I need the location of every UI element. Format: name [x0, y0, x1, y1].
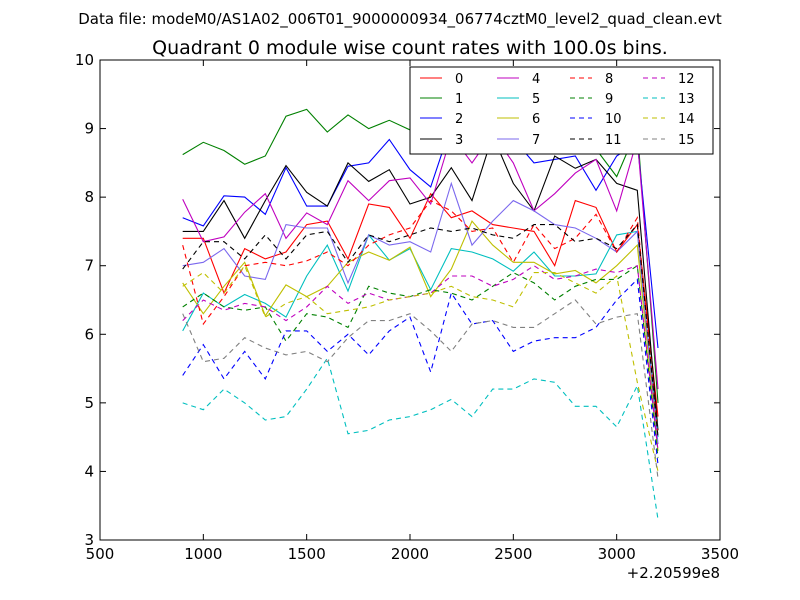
x-tick-label: 1000: [184, 545, 222, 563]
series-line-12: [182, 264, 659, 451]
x-tick-label: 3500: [701, 545, 739, 563]
y-tick-label: 4: [84, 462, 94, 480]
legend-label-9: 9: [605, 92, 613, 107]
series-line-9: [182, 264, 659, 458]
x-tick-label: 500: [86, 545, 115, 563]
series-line-7: [182, 181, 659, 445]
x-tick-label: 1500: [288, 545, 326, 563]
legend-label-14: 14: [678, 112, 695, 127]
series-line-0: [182, 192, 659, 417]
series-line-14: [182, 264, 659, 472]
chart-suptitle: Data file: modeM0/AS1A02_006T01_90000009…: [78, 10, 722, 29]
x-tick-label: 2500: [494, 545, 532, 563]
series-line-4: [182, 132, 659, 390]
series-line-3: [182, 133, 659, 431]
y-tick-label: 7: [84, 257, 94, 275]
series-line-2: [182, 124, 659, 349]
legend-label-13: 13: [678, 92, 695, 107]
y-tick-label: 9: [84, 120, 94, 138]
legend-label-15: 15: [678, 133, 695, 148]
y-tick-label: 10: [75, 51, 94, 69]
series-line-8: [182, 199, 659, 438]
series-line-6: [182, 220, 659, 451]
series-line-5: [182, 230, 659, 438]
x-tick-label: 2000: [391, 545, 429, 563]
series-line-10: [182, 278, 659, 465]
legend-label-3: 3: [455, 133, 463, 148]
legend-label-7: 7: [532, 133, 540, 148]
series-line-11: [182, 223, 659, 438]
legend-label-0: 0: [455, 72, 463, 87]
y-tick-label: 3: [84, 531, 94, 549]
y-tick-label: 6: [84, 325, 94, 343]
legend-label-8: 8: [605, 72, 613, 87]
legend-label-6: 6: [532, 112, 540, 127]
plot-area: [182, 108, 659, 520]
series-line-13: [182, 356, 659, 520]
x-axis-offset-label: +2.20599e8: [627, 564, 720, 582]
legend-label-2: 2: [455, 112, 463, 127]
legend-label-11: 11: [605, 133, 622, 148]
y-tick-label: 8: [84, 188, 94, 206]
chart-title: Quadrant 0 module wise count rates with …: [152, 37, 668, 59]
legend-label-1: 1: [455, 92, 463, 107]
legend-label-10: 10: [605, 112, 622, 127]
legend-label-12: 12: [678, 72, 695, 87]
legend-label-5: 5: [532, 92, 540, 107]
y-tick-label: 5: [84, 394, 94, 412]
x-tick-label: 3000: [598, 545, 636, 563]
legend-label-4: 4: [532, 72, 540, 87]
series-line-15: [182, 299, 659, 479]
